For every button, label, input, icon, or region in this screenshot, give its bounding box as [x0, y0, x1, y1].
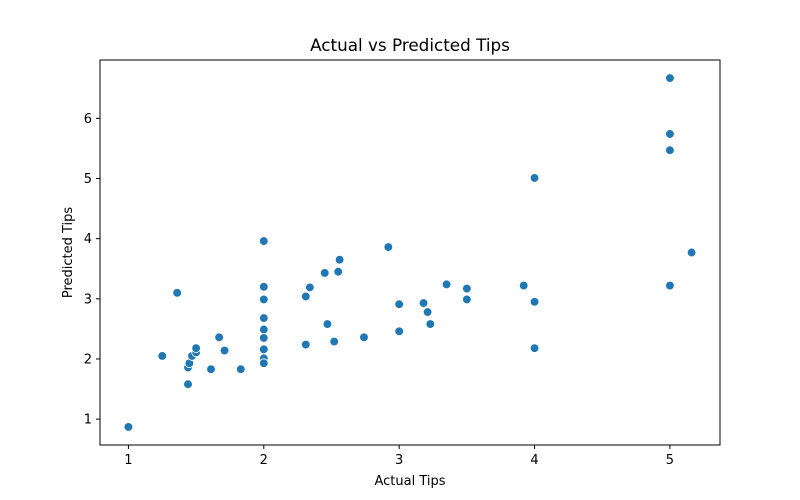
x-tick-label: 2	[260, 453, 268, 468]
data-point	[529, 296, 540, 307]
data-point	[123, 422, 134, 432]
data-point	[329, 336, 340, 347]
plot-frame	[99, 59, 721, 446]
y-tick-label: 6	[84, 112, 92, 127]
y-tick-label: 4	[84, 232, 92, 247]
chart-title: Actual vs Predicted Tips	[310, 35, 510, 55]
y-tick-label: 2	[84, 352, 92, 367]
y-tick-label: 1	[84, 413, 92, 428]
data-point	[686, 247, 697, 258]
data-point	[529, 173, 540, 183]
data-point	[172, 287, 183, 298]
data-point	[359, 332, 369, 343]
data-point	[214, 332, 224, 343]
x-tick-label: 4	[530, 453, 538, 468]
data-point	[300, 291, 311, 302]
data-point	[665, 280, 675, 291]
data-point	[665, 129, 675, 139]
data-point	[422, 307, 433, 317]
data-point	[462, 294, 472, 305]
x-tick-label: 5	[666, 453, 674, 468]
y-tick-label: 3	[84, 292, 92, 307]
data-point	[418, 298, 429, 308]
data-point	[258, 294, 269, 305]
data-point	[665, 145, 675, 156]
data-point	[319, 268, 330, 278]
y-axis-label: Predicted Tips	[61, 207, 76, 299]
data-point	[258, 344, 269, 355]
data-point	[333, 266, 344, 277]
data-point	[322, 319, 333, 329]
data-point	[394, 299, 405, 310]
data-point	[462, 283, 472, 294]
data-point	[529, 343, 540, 353]
x-tick-label: 3	[395, 453, 403, 468]
data-points	[123, 73, 697, 432]
data-point	[258, 333, 269, 343]
data-point	[258, 324, 269, 335]
x-tick-label: 1	[124, 453, 132, 468]
data-point	[157, 351, 168, 361]
data-point	[334, 254, 345, 265]
data-point	[258, 281, 269, 292]
data-point	[219, 345, 230, 356]
y-tick-label: 5	[84, 172, 92, 187]
data-point	[441, 279, 452, 290]
data-point	[665, 73, 675, 83]
data-point	[183, 379, 193, 390]
data-point	[394, 326, 405, 337]
data-point	[383, 242, 394, 252]
data-point	[206, 364, 216, 375]
data-point	[425, 319, 436, 329]
data-point	[300, 339, 311, 350]
data-point	[258, 313, 269, 323]
data-point	[235, 364, 246, 375]
axis-ticks: 1 2 3 4 5 1 2 3 4 5 6	[84, 112, 674, 468]
data-point	[258, 358, 269, 369]
data-point	[191, 343, 201, 353]
data-point	[304, 282, 315, 293]
data-point	[518, 280, 529, 291]
data-point	[258, 236, 269, 246]
x-axis-label: Actual Tips	[374, 474, 445, 489]
